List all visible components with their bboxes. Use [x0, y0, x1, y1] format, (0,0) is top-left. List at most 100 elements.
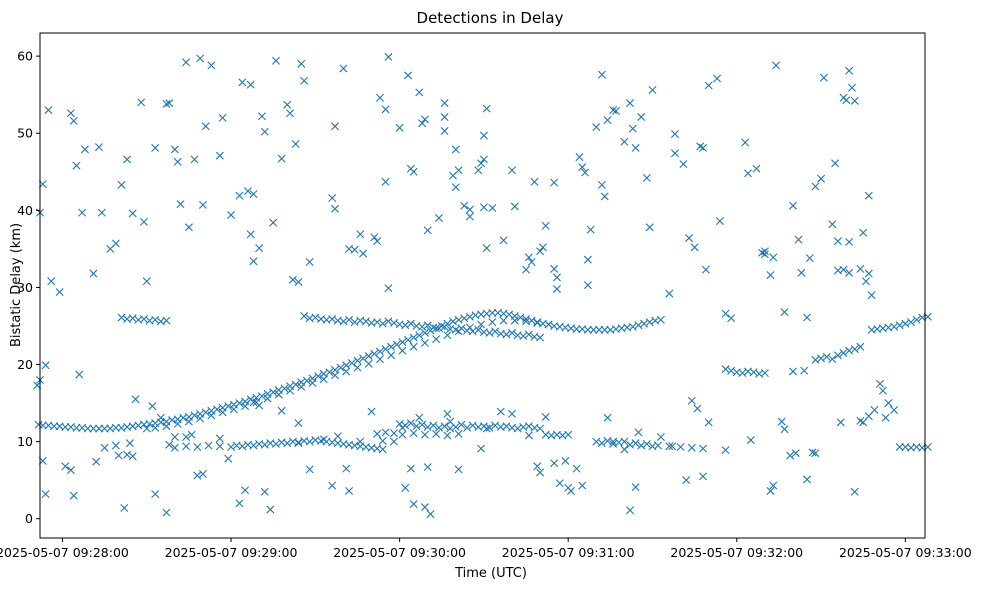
data-point — [878, 386, 887, 395]
data-point — [533, 318, 542, 327]
data-point — [89, 424, 98, 433]
data-point — [788, 201, 797, 210]
data-point — [207, 411, 216, 420]
data-point — [603, 413, 612, 422]
data-point — [611, 106, 620, 115]
data-point — [510, 202, 519, 211]
data-point — [398, 346, 407, 355]
data-point — [345, 486, 354, 495]
data-point — [620, 437, 629, 446]
data-point — [746, 436, 755, 445]
data-point — [477, 320, 486, 329]
data-point — [420, 503, 429, 512]
data-point — [215, 151, 224, 160]
data-point — [283, 100, 292, 109]
data-point — [766, 271, 775, 280]
data-point — [536, 247, 545, 256]
data-point — [609, 106, 618, 115]
x-tick-label: 2025-05-07 09:32:00 — [670, 545, 803, 560]
data-point — [895, 443, 904, 452]
data-point — [241, 402, 250, 411]
data-point — [187, 430, 196, 439]
data-point — [460, 314, 469, 323]
data-point — [890, 322, 899, 331]
data-point — [443, 431, 452, 440]
data-point — [193, 443, 202, 452]
data-point — [637, 441, 646, 450]
data-point — [263, 394, 272, 403]
data-point — [454, 166, 463, 175]
data-point — [78, 208, 87, 217]
data-point — [541, 412, 550, 421]
data-point — [645, 223, 654, 232]
data-point — [319, 375, 328, 384]
data-point — [769, 481, 778, 490]
data-point — [502, 422, 511, 431]
data-point — [822, 352, 831, 361]
data-point — [867, 291, 876, 300]
data-point — [260, 440, 269, 449]
data-point — [485, 423, 494, 432]
data-point — [328, 315, 337, 324]
data-point — [331, 122, 339, 131]
data-point — [370, 233, 379, 242]
data-point — [69, 491, 78, 500]
data-point — [83, 424, 92, 433]
data-point — [415, 88, 424, 97]
data-point — [300, 76, 309, 85]
data-point — [249, 257, 258, 266]
data-point — [561, 456, 570, 465]
data-point — [508, 166, 516, 175]
data-point — [418, 322, 427, 331]
data-point — [420, 338, 429, 347]
data-point — [626, 506, 634, 515]
data-point — [333, 432, 342, 441]
data-point — [856, 342, 865, 351]
data-point — [620, 445, 629, 454]
data-point — [373, 237, 382, 246]
data-point — [564, 430, 573, 439]
data-point — [182, 442, 191, 451]
data-point — [432, 335, 441, 344]
data-point — [457, 420, 466, 429]
data-point — [828, 220, 837, 229]
data-point — [184, 417, 193, 426]
data-point — [642, 439, 651, 448]
data-point — [308, 379, 317, 388]
data-point — [693, 404, 702, 413]
data-point — [173, 419, 182, 428]
data-point — [97, 208, 106, 217]
data-point — [631, 439, 640, 448]
data-point — [817, 354, 826, 363]
data-point — [218, 113, 227, 122]
data-point — [420, 328, 429, 337]
data-point — [454, 429, 463, 438]
data-point — [72, 423, 81, 432]
data-point — [536, 333, 545, 342]
data-point — [345, 315, 354, 324]
data-point — [628, 322, 637, 331]
data-point — [704, 418, 713, 427]
data-point — [524, 422, 533, 431]
data-point — [687, 396, 696, 405]
data-point — [819, 73, 828, 82]
data-point — [249, 441, 258, 450]
data-point — [235, 499, 244, 508]
data-point — [190, 155, 199, 164]
data-point — [451, 183, 460, 192]
data-point — [479, 155, 488, 164]
data-point — [434, 423, 443, 432]
data-point — [727, 314, 736, 323]
data-point — [215, 434, 224, 443]
data-point — [41, 361, 50, 370]
data-point — [665, 289, 674, 298]
data-point — [257, 112, 266, 121]
data-point — [744, 169, 752, 178]
data-point — [463, 423, 472, 432]
data-point — [482, 104, 491, 113]
data-point — [69, 116, 78, 125]
data-point — [468, 327, 477, 336]
data-point — [477, 159, 486, 168]
data-point — [406, 419, 415, 428]
data-point — [207, 61, 216, 70]
